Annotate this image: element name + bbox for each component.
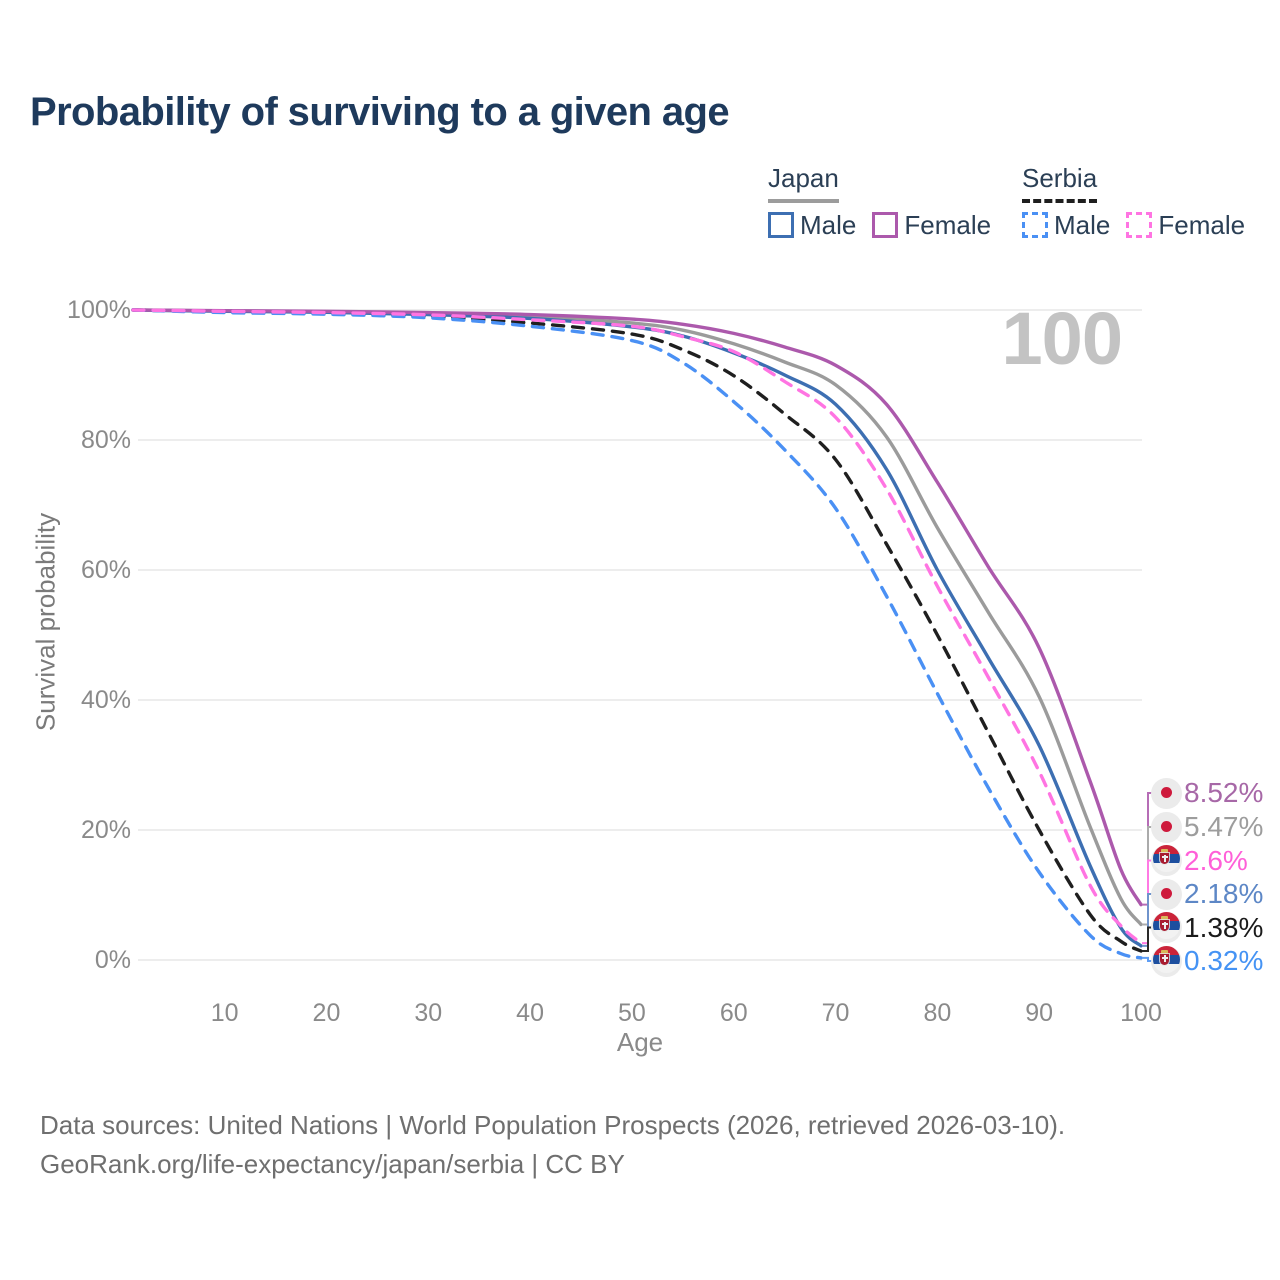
japan-flag-sun [1161,820,1172,832]
x-tick-label: 10 [210,999,239,1027]
end-label-value: 1.38% [1184,911,1264,943]
x-tick-label: 90 [1025,999,1054,1027]
series-line-japan-male [131,308,1143,948]
page-title: Probability of surviving to a given age [30,90,730,134]
serbia-flag-icon [1151,912,1182,943]
x-tick-label: 40 [516,999,544,1027]
footer-attribution: GeoRank.org/life-expectancy/japan/serbia… [40,1149,625,1179]
x-tick-label: 50 [618,999,646,1027]
serbia-flag-stripes [1153,912,1180,939]
serbia-crest-crown [1161,849,1168,853]
y-tick-label: 80% [80,426,131,454]
series-line-japan-both-sexes- [131,308,1143,927]
serbia-crest-crown [1161,949,1168,954]
legend-items-row: Male Female [768,210,1007,240]
legend-item-label: Female [904,210,992,240]
japan-flag-icon [1151,777,1182,809]
end-label-value: 2.6% [1184,844,1248,876]
y-axis-title: Survival probability [30,512,61,732]
x-tick-label: 60 [719,999,748,1027]
end-label-value: 8.52% [1184,777,1264,808]
series-line-serbia-both-sexes- [131,308,1143,953]
serbia-crest-crown [1161,916,1168,920]
legend-item-serbia-male[interactable]: Male [1022,210,1110,240]
serbia-crest-shield [1160,953,1169,965]
serbia-flag-icon [1151,845,1182,876]
y-tick-label: 100% [67,296,131,324]
serbia-flag-icon [1151,945,1182,977]
footer: Data sources: United Nations | World Pop… [40,1106,1065,1184]
x-tick-label: 80 [923,999,952,1027]
serbia-crest-shield [1160,853,1169,864]
serbia-flag-stripes [1153,945,1180,973]
legend-item-japan-female[interactable]: Female [872,210,991,240]
legend-swatch[interactable] [1126,212,1153,238]
legend-items-row: Male Female [1022,210,1261,240]
legend-group-title: Serbia [1022,163,1098,203]
y-tick-label: 40% [80,686,131,714]
japan-flag-icon [1151,811,1182,843]
legend-item-japan-male[interactable]: Male [768,210,856,240]
legend-group-title: Japan [768,163,839,203]
serbia-flag-stripes [1153,845,1180,872]
series-line-japan-female [131,308,1143,907]
end-label-value: 0.32% [1184,945,1264,976]
legend-item-serbia-female[interactable]: Female [1126,210,1245,240]
series-line-serbia-male [131,308,1143,960]
age-counter-watermark: 100 [1001,297,1123,380]
end-label-connector [1142,893,1152,947]
legend-item-label: Female [1158,210,1246,240]
end-label-connector [1142,956,1152,962]
y-tick-label: 60% [80,556,131,584]
x-tick-label: 30 [414,999,443,1027]
x-axis-title: Age [616,1027,664,1057]
footer-data-sources: Data sources: United Nations | World Pop… [40,1110,1066,1140]
end-label-value: 5.47% [1184,811,1264,842]
serbia-crest-shield [1160,920,1169,931]
y-tick-label: 0% [94,946,131,974]
japan-flag-sun [1161,887,1172,899]
legend-swatch[interactable] [1022,212,1048,238]
end-label-value: 2.18% [1184,878,1264,909]
japan-flag-icon [1151,878,1182,910]
legend-swatch[interactable] [768,212,794,238]
legend-item-label: Male [1054,210,1111,240]
x-tick-label: 70 [821,999,850,1027]
legend-group-japan: Japan Male Female [768,163,1007,240]
x-tick-label: 20 [312,999,341,1027]
series-line-serbia-female [131,308,1143,945]
end-label-connector [1142,926,1152,953]
legend-swatch[interactable] [872,212,899,238]
legend-group-serbia: Serbia Male Female [1022,163,1261,240]
y-tick-label: 20% [80,816,131,844]
legend-item-label: Male [800,210,857,240]
x-tick-label: 100 [1120,999,1162,1027]
japan-flag-sun [1161,786,1172,798]
